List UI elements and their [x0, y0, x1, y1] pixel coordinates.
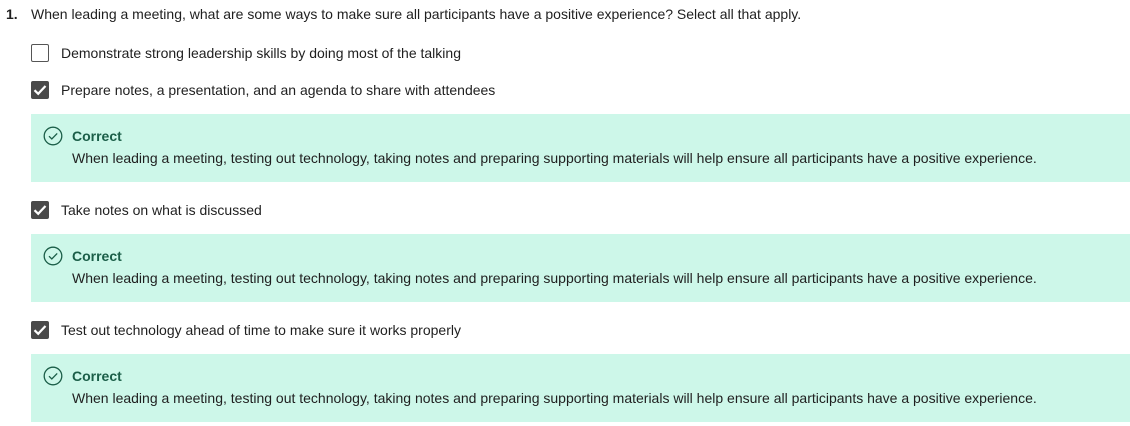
question-text: When leading a meeting, what are some wa… [31, 6, 802, 22]
feedback-panel: Correct When leading a meeting, testing … [31, 354, 1130, 422]
checkmark-icon [33, 325, 47, 336]
option-label: Prepare notes, a presentation, and an ag… [61, 82, 496, 98]
check-circle-icon [43, 126, 63, 146]
feedback-text: When leading a meeting, testing out tech… [72, 270, 1037, 286]
checkbox-checked[interactable] [31, 201, 49, 219]
option-label: Test out technology ahead of time to mak… [61, 322, 461, 338]
checkmark-icon [33, 205, 47, 216]
feedback-panel: Correct When leading a meeting, testing … [31, 114, 1130, 182]
feedback-text: When leading a meeting, testing out tech… [72, 390, 1037, 406]
answer-option[interactable]: Prepare notes, a presentation, and an ag… [31, 81, 495, 99]
checkbox-checked[interactable] [31, 81, 49, 99]
checkbox-unchecked[interactable] [31, 44, 49, 62]
feedback-title: Correct [72, 128, 122, 144]
feedback-title: Correct [72, 368, 122, 384]
answer-option[interactable]: Demonstrate strong leadership skills by … [31, 44, 461, 62]
question-number: 1. [6, 6, 18, 22]
feedback-title: Correct [72, 248, 122, 264]
checkbox-checked[interactable] [31, 321, 49, 339]
answer-option[interactable]: Test out technology ahead of time to mak… [31, 321, 461, 339]
option-label: Take notes on what is discussed [61, 202, 262, 218]
feedback-panel: Correct When leading a meeting, testing … [31, 234, 1130, 302]
check-circle-icon [43, 366, 63, 386]
feedback-text: When leading a meeting, testing out tech… [72, 150, 1037, 166]
option-label: Demonstrate strong leadership skills by … [61, 45, 461, 61]
check-circle-icon [43, 246, 63, 266]
checkmark-icon [33, 85, 47, 96]
answer-option[interactable]: Take notes on what is discussed [31, 201, 262, 219]
question-header: 1. When leading a meeting, what are some… [6, 6, 801, 22]
